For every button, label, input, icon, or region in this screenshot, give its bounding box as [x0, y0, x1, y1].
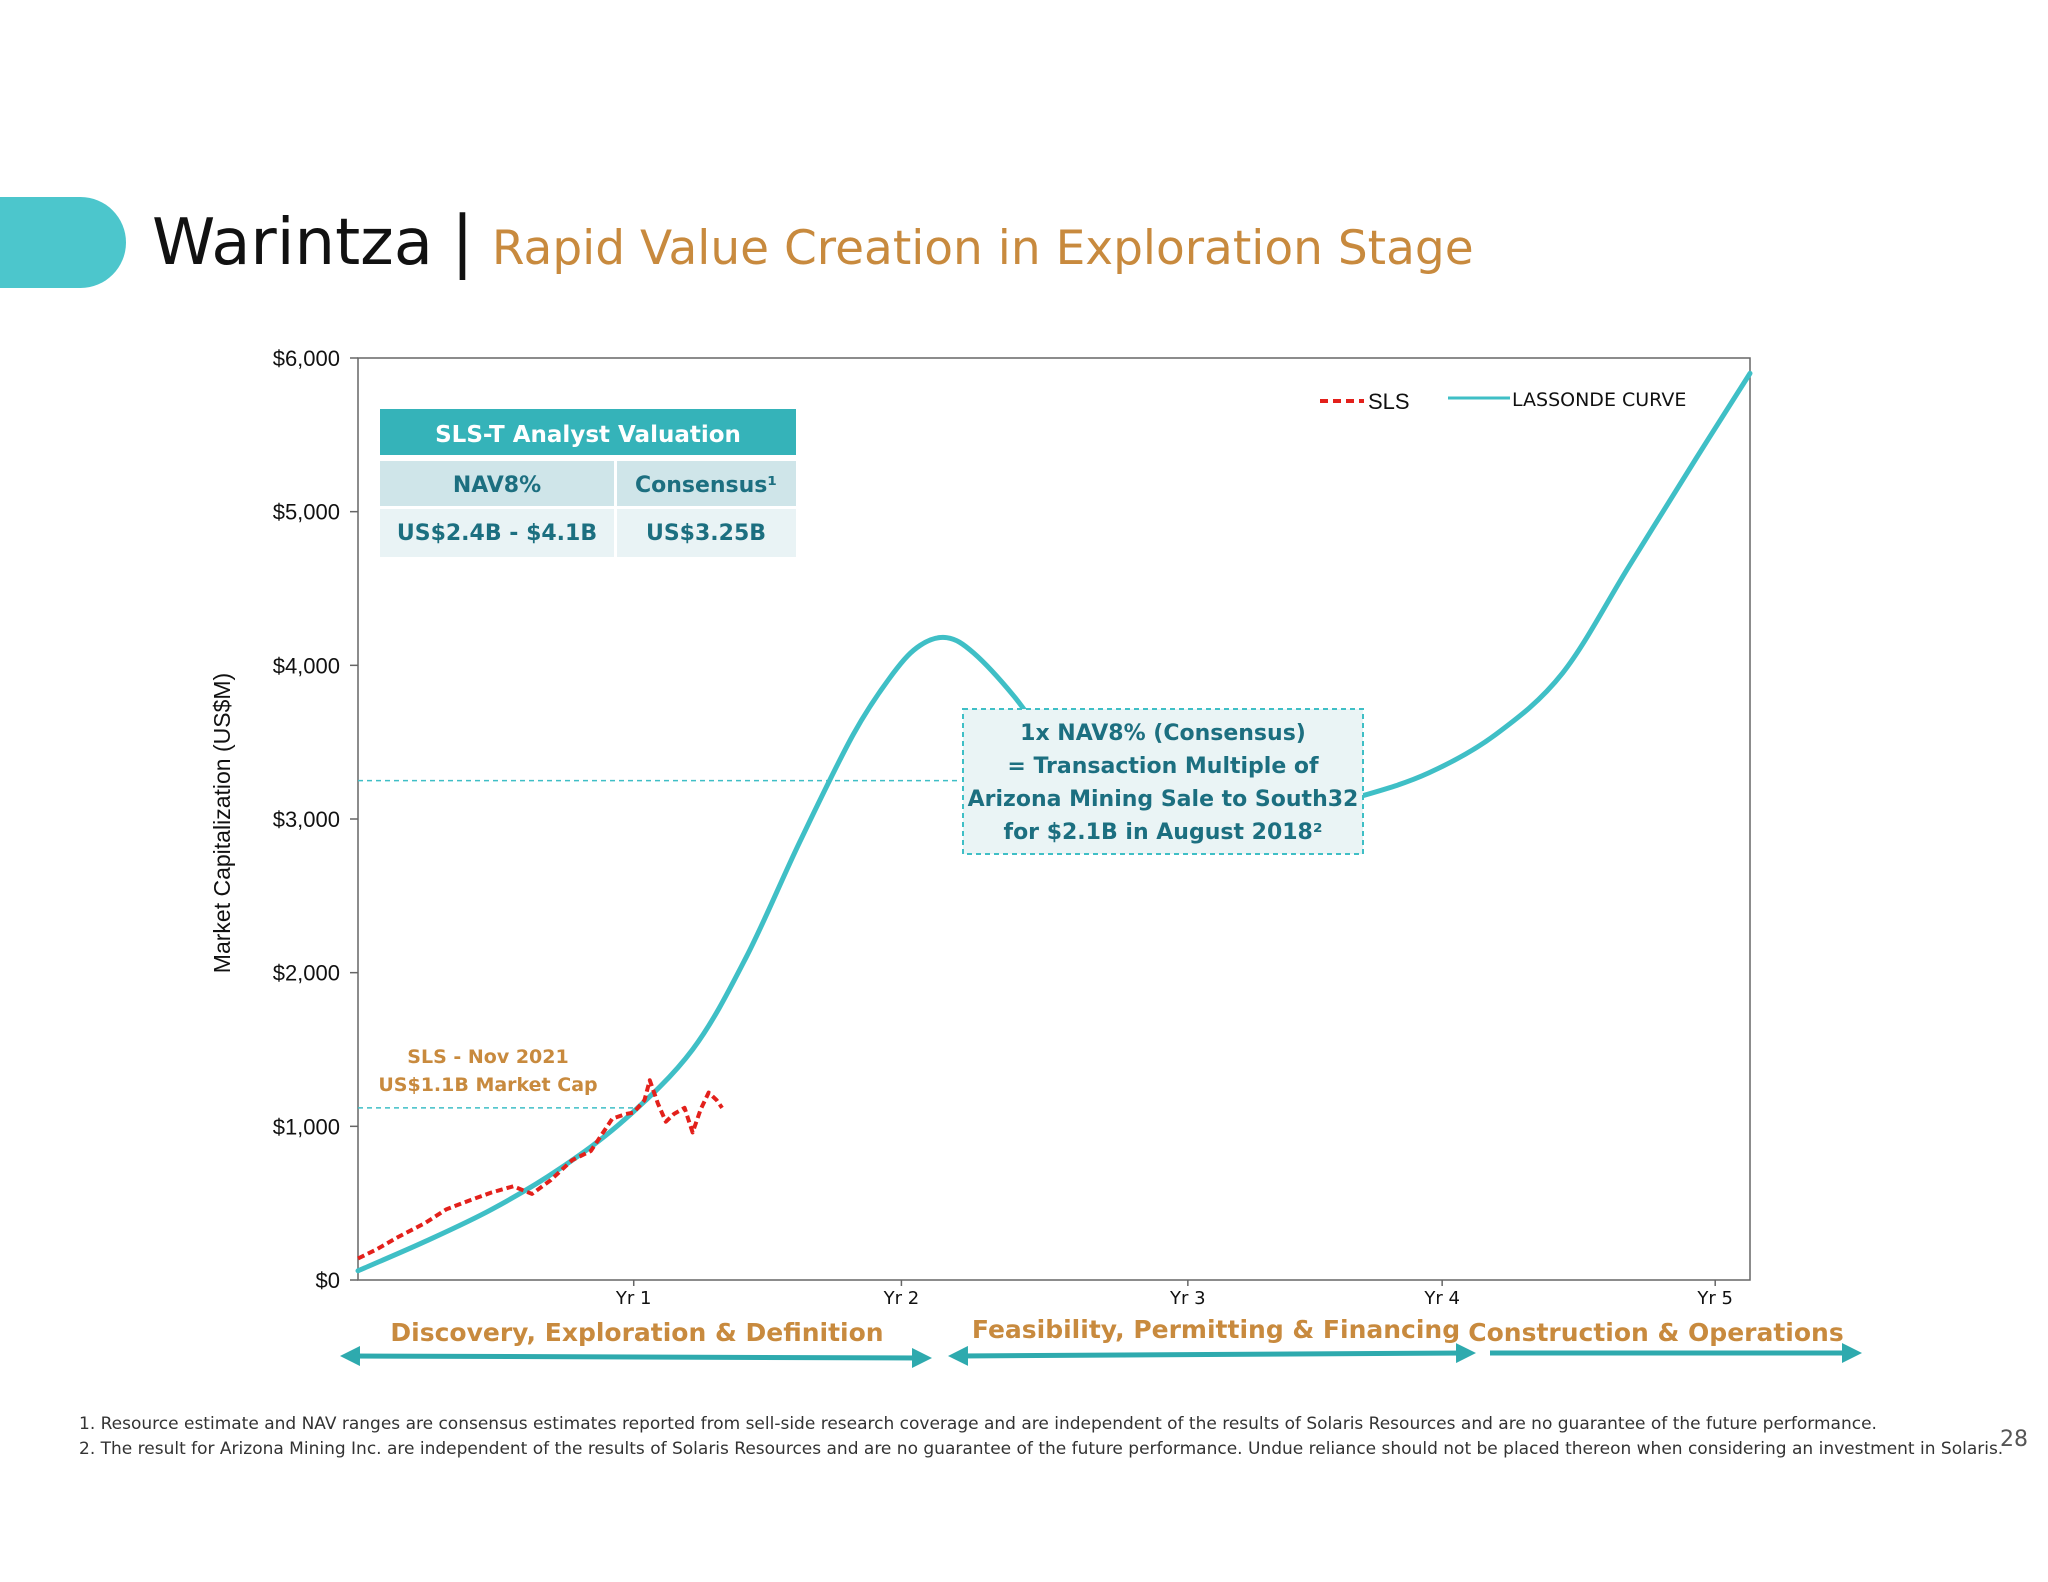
footnote-1: 1. Resource estimate and NAV ranges are … — [79, 1414, 1877, 1434]
title-subtitle: Rapid Value Creation in Exploration Stag… — [491, 221, 1474, 276]
phase-construction: Construction & Operations — [1468, 1318, 1862, 1363]
phase-discovery: Discovery, Exploration & Definition — [340, 1318, 932, 1368]
callout-line-2: = Transaction Multiple of — [1007, 754, 1319, 779]
legend-label-sls: SLS — [1368, 389, 1410, 414]
callout-line-4: for $2.1B in August 2018² — [1004, 820, 1323, 845]
y-tick-label: $3,000 — [273, 807, 340, 832]
title-main: Warintza — [152, 206, 433, 280]
header-accent-tab — [0, 197, 126, 288]
callout-box: 1x NAV8% (Consensus) = Transaction Multi… — [962, 708, 1364, 855]
page-title: Warintza | Rapid Value Creation in Explora… — [152, 202, 1474, 281]
callout-line-3: Arizona Mining Sale to South32 — [968, 787, 1359, 812]
y-tick-label: $5,000 — [273, 500, 340, 525]
y-tick-label: $1,000 — [273, 1114, 340, 1139]
y-tick-label: $0 — [316, 1268, 340, 1293]
y-axis-label: Market Capitalization (US$M) — [209, 673, 235, 973]
x-tick-label: Yr 3 — [1169, 1288, 1206, 1309]
x-tick-label: Yr 5 — [1696, 1288, 1733, 1309]
phase-arrow-discovery — [340, 1346, 932, 1368]
reference-lines — [358, 779, 961, 1109]
phase-feasibility: Feasibility, Permitting & Financing — [948, 1315, 1476, 1366]
x-tick-label: Yr 4 — [1423, 1288, 1460, 1309]
series-layer — [355, 370, 1753, 1274]
footnotes: 1. Resource estimate and NAV ranges are … — [79, 1412, 2003, 1462]
y-tick-label: $6,000 — [273, 346, 340, 371]
phase-label-construction: Construction & Operations — [1468, 1318, 1843, 1347]
sls-annotation-line2: US$1.1B Market Cap — [378, 1074, 597, 1096]
y-tick-label: $4,000 — [273, 653, 340, 678]
x-tick-label: Yr 1 — [615, 1288, 652, 1309]
valuation-header-nav: NAV8% — [453, 473, 541, 498]
page-number: 28 — [2000, 1427, 2028, 1452]
valuation-value-nav: US$2.4B - $4.1B — [397, 521, 597, 546]
valuation-table: SLS-T Analyst Valuation NAV8% Consensus¹… — [380, 409, 796, 557]
series-line-sls — [357, 1078, 724, 1261]
title-separator: | — [450, 202, 474, 281]
valuation-value-consensus: US$3.25B — [646, 521, 766, 546]
footnote-2: 2. The result for Arizona Mining Inc. ar… — [79, 1439, 2004, 1459]
chart-axes: $0 $1,000 $2,000 $3,000 $4,000 $5,000 $6,000 Yr… — [273, 346, 1751, 1309]
legend-label-lassonde: LASSONDE CURVE — [1512, 389, 1686, 411]
y-tick-label: $2,000 — [273, 961, 340, 986]
valuation-table-title: SLS-T Analyst Valuation — [435, 422, 741, 448]
x-tick-label: Yr 2 — [883, 1288, 920, 1309]
phase-arrow-feasibility — [948, 1343, 1476, 1366]
sls-annotation-line1: SLS - Nov 2021 — [407, 1046, 568, 1068]
phase-label-feasibility: Feasibility, Permitting & Financing — [972, 1315, 1460, 1344]
callout-line-1: 1x NAV8% (Consensus) — [1020, 721, 1306, 746]
lassonde-chart: $0 $1,000 $2,000 $3,000 $4,000 $5,000 $6,000 Yr… — [209, 346, 1862, 1368]
chart-legend: SLS LASSONDE CURVE — [1320, 389, 1686, 414]
sls-annotation: SLS - Nov 2021 US$1.1B Market Cap — [378, 1046, 597, 1096]
phase-label-discovery: Discovery, Exploration & Definition — [390, 1318, 883, 1347]
valuation-header-consensus: Consensus¹ — [635, 473, 777, 498]
